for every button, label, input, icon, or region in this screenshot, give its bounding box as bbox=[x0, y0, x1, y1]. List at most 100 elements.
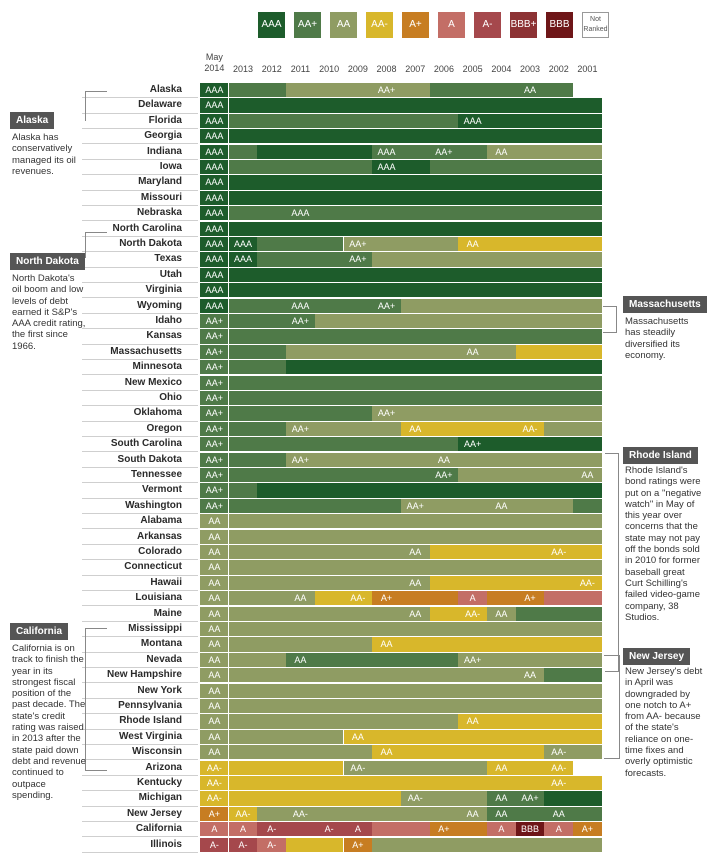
rating-label-south-carolina-0: AA+ bbox=[205, 439, 223, 450]
rating-label-louisiana-4: A bbox=[469, 593, 476, 604]
rating-cell-nevada-3 bbox=[458, 652, 602, 667]
state-label-kentucky: Kentucky bbox=[136, 777, 182, 788]
rating-cell-alaska-3 bbox=[429, 83, 574, 98]
rating-label-delaware-0: AAA bbox=[205, 100, 224, 111]
rating-cell-georgia-0 bbox=[200, 129, 229, 144]
state-label-oregon: Oregon bbox=[146, 422, 182, 434]
row-guide-colorado bbox=[82, 559, 198, 561]
row-guide-iowa bbox=[82, 174, 198, 176]
rating-cell-louisiana-6 bbox=[487, 591, 545, 606]
rating-label-pennsylvania-0: AA bbox=[208, 701, 221, 711]
legend-a: A bbox=[438, 12, 465, 38]
row-guide-new-hampshire bbox=[82, 682, 198, 684]
legend-aaa: AAA bbox=[258, 12, 285, 38]
rating-cell-south-carolina-1 bbox=[228, 437, 459, 452]
rating-cell-kentucky-0 bbox=[200, 776, 229, 791]
rating-cell-michigan-0 bbox=[200, 791, 229, 806]
rating-cell-colorado-1 bbox=[228, 545, 430, 560]
legend-a: A- bbox=[474, 12, 501, 38]
rating-label-massachusetts-0: AA+ bbox=[205, 346, 223, 357]
rating-label-maine-3: AA bbox=[495, 608, 508, 619]
rating-cell-michigan-4 bbox=[544, 791, 602, 806]
rating-cell-wisconsin-1 bbox=[228, 745, 373, 760]
state-label-new-mexico: New Mexico bbox=[124, 376, 182, 388]
state-label-california: California bbox=[135, 823, 182, 835]
rating-label-hawaii-2: AA- bbox=[579, 577, 595, 588]
rating-cell-massachusetts-3 bbox=[515, 344, 602, 359]
rating-label-hawaii-0: AA bbox=[208, 577, 221, 588]
legend-a: A+ bbox=[402, 12, 429, 38]
rating-cell-north-carolina-0 bbox=[200, 221, 229, 236]
row-guide-west-virginia bbox=[82, 744, 198, 745]
rating-cell-wisconsin-2 bbox=[372, 745, 545, 760]
note-text-north-dakota: North Dakota's oil boom and low levels o… bbox=[12, 273, 86, 352]
rating-label-colorado-1: AA bbox=[409, 547, 422, 557]
rating-label-new-jersey-5: AA bbox=[552, 808, 565, 819]
state-label-west-virginia: West Virginia bbox=[119, 730, 182, 742]
rating-label-nebraska-0: AAA bbox=[205, 208, 224, 219]
california-connector bbox=[85, 628, 107, 771]
state-label-new-jersey: New Jersey bbox=[126, 807, 182, 819]
row-guide-wisconsin bbox=[82, 759, 198, 761]
row-guide-maryland bbox=[82, 189, 198, 191]
row-guide-nevada bbox=[82, 667, 198, 668]
state-label-oklahoma: Oklahoma bbox=[133, 407, 182, 419]
rating-label-new-hampshire-1: AA bbox=[524, 670, 537, 681]
rating-cell-wisconsin-3 bbox=[544, 745, 602, 760]
year-label-may-2014: May 2014 bbox=[204, 52, 225, 73]
year-label-2004: 2004 bbox=[491, 64, 512, 74]
rating-cell-louisiana-7 bbox=[544, 591, 602, 606]
rating-label-maine-2: AA- bbox=[465, 608, 481, 619]
rating-label-wyoming-1: AAA bbox=[291, 300, 310, 311]
rating-label-tennessee-0: AA+ bbox=[205, 470, 223, 480]
rating-label-texas-1: AAA bbox=[234, 254, 253, 265]
rating-cell-indiana-3 bbox=[372, 144, 430, 159]
rating-cell-iowa-2 bbox=[372, 160, 430, 175]
rating-label-mississippi-0: AA bbox=[208, 624, 221, 634]
rating-label-oregon-0: AA+ bbox=[205, 423, 223, 434]
rating-cell-wyoming-0 bbox=[200, 298, 229, 313]
rating-cell-louisiana-0 bbox=[200, 591, 229, 606]
rhode-island-connector bbox=[605, 453, 619, 672]
rating-label-idaho-1: AA+ bbox=[291, 316, 310, 326]
row-guide-utah bbox=[82, 282, 198, 283]
row-guide-idaho bbox=[82, 328, 198, 330]
year-label-2003: 2003 bbox=[520, 64, 541, 74]
rating-cell-arkansas-1 bbox=[228, 529, 602, 544]
rating-cell-utah-0 bbox=[200, 267, 229, 282]
rating-cell-minnesota-1 bbox=[228, 360, 287, 375]
row-guide-tennessee bbox=[82, 482, 198, 484]
rating-label-south-dakota-1: AA+ bbox=[291, 454, 310, 465]
rating-label-oregon-3: AA- bbox=[522, 423, 538, 434]
rating-cell-oregon-4 bbox=[544, 421, 602, 436]
rating-label-illinois-1: A- bbox=[238, 839, 248, 850]
state-label-south-dakota: South Dakota bbox=[117, 453, 182, 465]
row-guide-nebraska bbox=[82, 220, 198, 222]
state-label-arkansas: Arkansas bbox=[136, 530, 182, 542]
rating-cell-arizona-1 bbox=[228, 760, 344, 775]
rating-cell-arizona-3 bbox=[487, 760, 574, 775]
rating-cell-nevada-2 bbox=[286, 652, 459, 667]
rating-cell-new-mexico-0 bbox=[200, 375, 229, 390]
rating-cell-wyoming-3 bbox=[400, 298, 602, 313]
rating-cell-massachusetts-1 bbox=[228, 344, 287, 359]
rating-label-arizona-2: AA bbox=[495, 762, 508, 773]
rating-cell-minnesota-2 bbox=[286, 360, 602, 375]
rating-label-michigan-0: AA- bbox=[206, 793, 222, 804]
rating-label-indiana-0: AAA bbox=[205, 146, 224, 157]
rating-cell-south-dakota-2 bbox=[286, 452, 459, 467]
rating-cell-delaware-0 bbox=[200, 98, 229, 113]
rating-cell-north-dakota-2 bbox=[343, 237, 459, 252]
rating-label-south-dakota-0: AA+ bbox=[205, 454, 223, 465]
rating-cell-tennessee-1 bbox=[228, 468, 459, 483]
rating-label-minnesota-0: AA+ bbox=[205, 362, 223, 373]
state-label-connecticut: Connecticut bbox=[124, 561, 182, 573]
rating-cell-south-dakota-0 bbox=[200, 452, 229, 467]
row-guide-vermont bbox=[82, 497, 198, 499]
note-text-alaska: Alaska has conservatively managed its oi… bbox=[12, 132, 76, 177]
rating-label-indiana-2: AA+ bbox=[435, 146, 453, 157]
row-guide-new-mexico bbox=[82, 389, 198, 391]
ratings-grid: AAA AA+ AA AAA AAA AAA AAA AAA AAA AA+ AA AAA AAA AAA… bbox=[82, 83, 602, 853]
state-label-rhode-island: Rhode Island bbox=[119, 715, 182, 727]
california-connector-top bbox=[85, 628, 107, 629]
